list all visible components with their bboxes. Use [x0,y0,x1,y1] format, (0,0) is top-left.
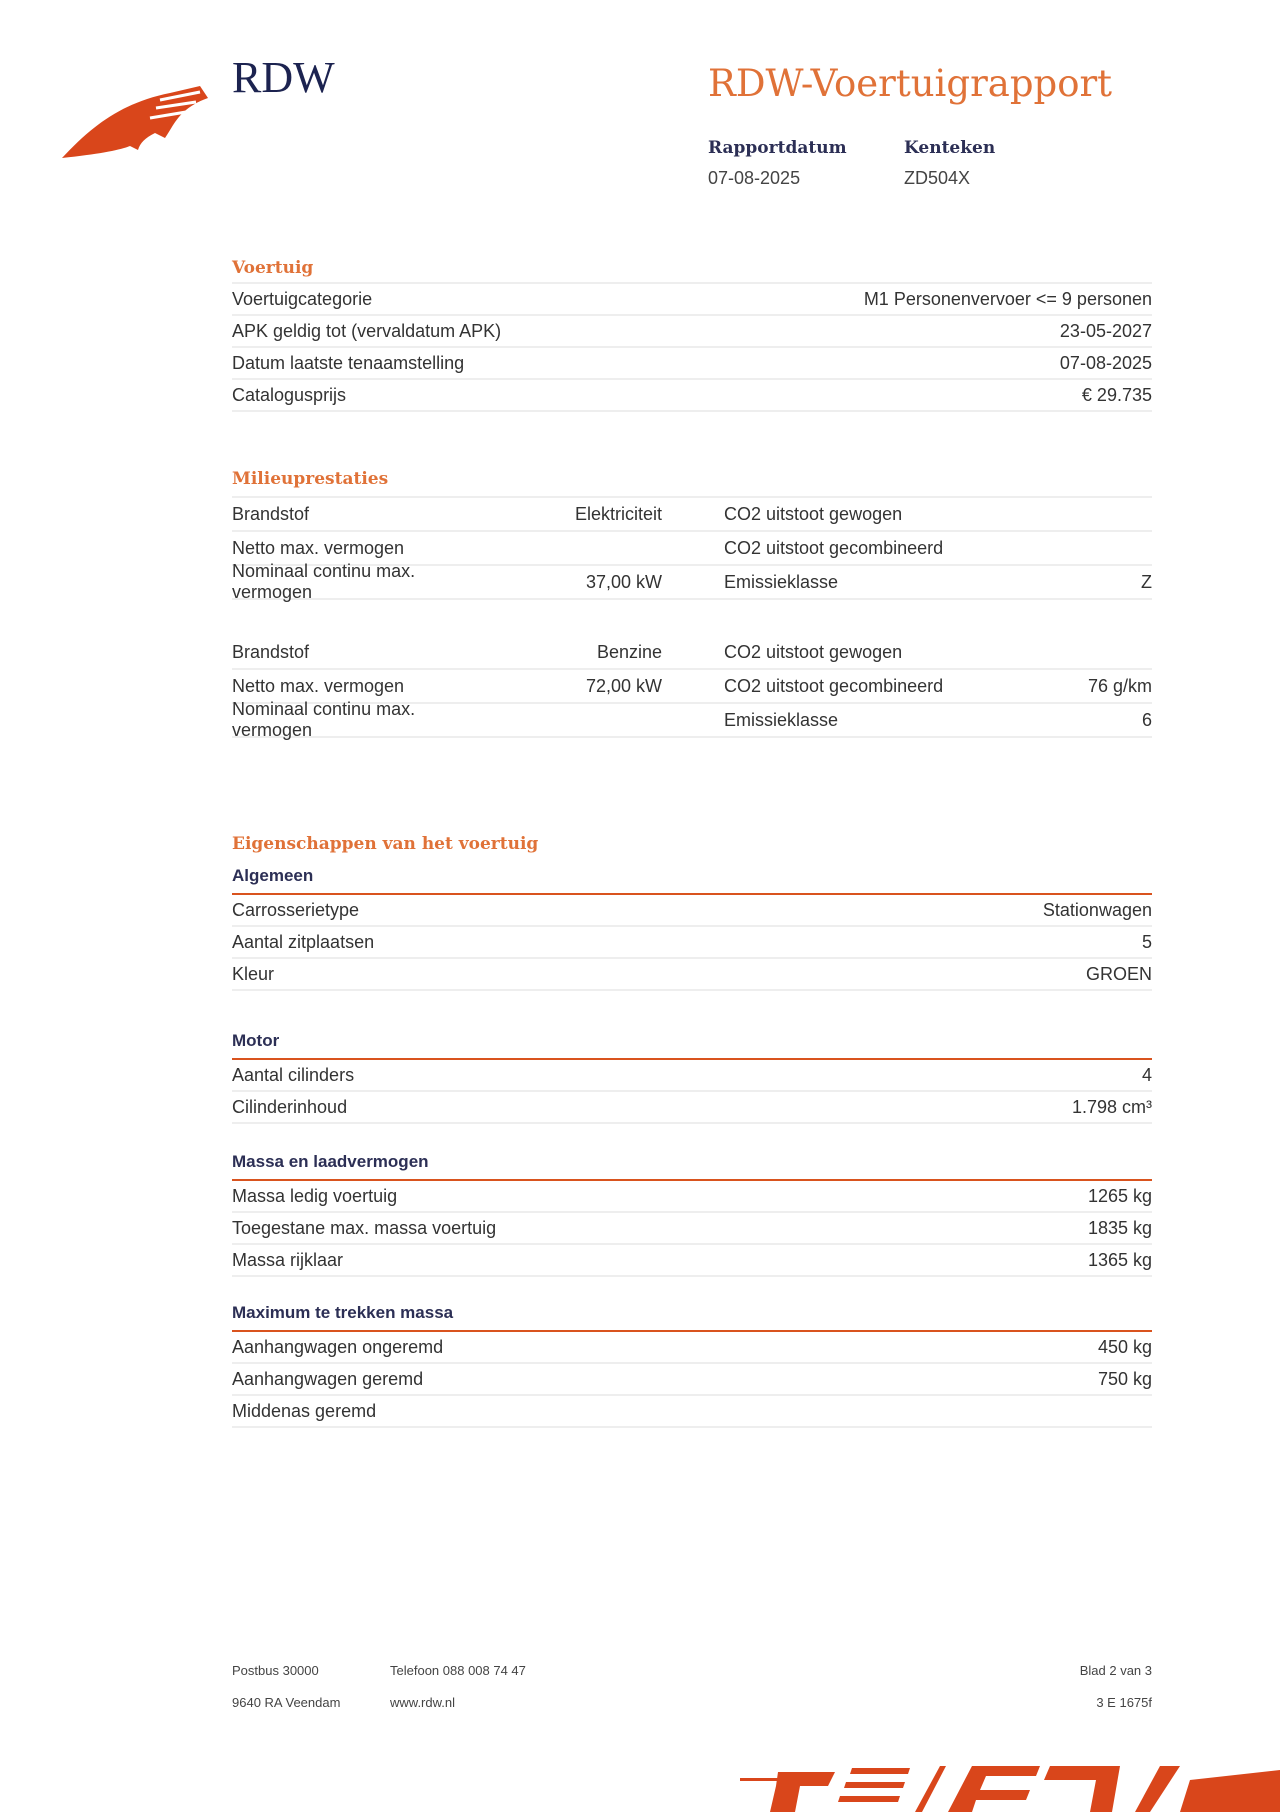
table-row: Massa rijklaar 1365 kg [232,1245,1152,1277]
footer-postbus: Postbus 30000 [232,1663,319,1678]
row-value: 07-08-2025 [1059,352,1152,373]
report-title: RDW-Voertuigrapport [708,62,1113,105]
row-value: 1365 kg [1087,1249,1152,1270]
row-value: 23-05-2027 [1059,320,1152,341]
table-row: Carrosserietype Stationwagen [232,895,1152,927]
table-row: Aantal zitplaatsen 5 [232,927,1152,959]
group-title: Maximum te trekken massa [232,1303,454,1322]
footer-website[interactable]: www.rdw.nl [390,1695,456,1710]
row-label: Brandstof [232,641,310,662]
table-row: Nominaal continu max. vermogen Emissiekla… [232,699,1152,740]
rdw-logo-icon [62,86,208,158]
table-row: Aanhangwagen geremd 750 kg [232,1364,1152,1396]
row-label: Nominaal continu max. vermogen [232,699,416,740]
row-label: Aanhangwagen ongeremd [232,1336,444,1357]
table-row: Middenas geremd [232,1396,1152,1428]
row-value: 72,00 kW [585,675,662,696]
row-label: Massa rijklaar [232,1249,344,1270]
row-label: Massa ledig voertuig [232,1185,398,1206]
footer-page-number: Blad 2 van 3 [1079,1663,1152,1678]
table-row: Netto max. vermogen 72,00 kW CO2 uitstoot … [232,670,1152,704]
row-value: 1835 kg [1087,1217,1152,1238]
voertuig-table: Voertuigcategorie M1 Personenvervoer <= 9… [232,282,1152,412]
table-row: Datum laatste tenaamstelling 07-08-2025 [232,348,1152,380]
row-value: Benzine [596,641,662,662]
row-label: Aanhangwagen geremd [232,1368,424,1389]
plate-label: Kenteken [904,138,996,158]
row-value: € 29.735 [1081,384,1152,405]
row-label: Aantal zitplaatsen [232,931,375,952]
group-title: Motor [232,1031,280,1050]
table-row: Catalogusprijs € 29.735 [232,380,1152,412]
row-label: Aantal cilinders [232,1064,355,1085]
row-label: APK geldig tot (vervaldatum APK) [232,320,502,341]
row-label: CO2 uitstoot gecombineerd [724,675,944,696]
table-row: Aanhangwagen ongeremd 450 kg [232,1332,1152,1364]
table-row: Nominaal continu max. vermogen 37,00 kW Em… [232,561,1152,602]
row-label: Toegestane max. massa voertuig [232,1217,497,1238]
table-row: Cilinderinhoud 1.798 cm³ [232,1092,1152,1124]
row-label: Nominaal continu max. vermogen [232,561,416,602]
table-row: Toegestane max. massa voertuig 1835 kg [232,1213,1152,1245]
row-value: 1.798 cm³ [1071,1096,1152,1117]
row-value: 6 [1141,709,1152,730]
row-label: Brandstof [232,503,310,524]
footer-address: 9640 RA Veendam [232,1695,341,1710]
table-row: Brandstof Benzine CO2 uitstoot gewogen [232,636,1152,670]
report-date-label: Rapportdatum [708,138,847,158]
group-table: Aanhangwagen ongeremd 450 kg Aanhangwagen … [232,1330,1152,1428]
group-title: Massa en laadvermogen [232,1152,429,1171]
row-value: 76 g/km [1087,675,1152,696]
row-label: Carrosserietype [232,899,360,920]
section-title-voertuig: Voertuig [232,258,314,278]
row-label: Datum laatste tenaamstelling [232,352,465,373]
row-label: CO2 uitstoot gecombineerd [724,537,944,558]
brand-name: RDW [232,53,335,102]
row-label: Cilinderinhoud [232,1096,348,1117]
footer-phone: Telefoon 088 008 74 47 [390,1663,526,1678]
section-title-milieu: Milieuprestaties [232,469,389,489]
row-label: CO2 uitstoot gewogen [724,503,903,524]
row-label: CO2 uitstoot gewogen [724,641,903,662]
row-value: 1265 kg [1087,1185,1152,1206]
row-value: Elektriciteit [574,503,662,524]
milieu-block-electric: Brandstof Elektriciteit CO2 uitstoot gewog… [232,496,1152,602]
row-label: Emissieklasse [724,571,839,592]
group-title: Algemeen [232,866,314,885]
group-table: Carrosserietype Stationwagen Aantal zitpla… [232,893,1152,991]
row-label: Netto max. vermogen [232,675,405,696]
row-value: GROEN [1085,963,1152,984]
table-row: Aantal cilinders 4 [232,1060,1152,1092]
milieu-block-petrol: Brandstof Benzine CO2 uitstoot gewogen Nett… [232,636,1152,740]
row-label: Catalogusprijs [232,384,347,405]
row-label: Middenas geremd [232,1400,377,1421]
group-table: Aantal cilinders 4 Cilinderinhoud 1.798 cm³ [232,1058,1152,1124]
row-value: 5 [1141,931,1152,952]
table-row: Netto max. vermogen CO2 uitstoot gecombin… [232,532,1152,566]
table-row: Brandstof Elektriciteit CO2 uitstoot gewog… [232,498,1152,532]
row-value: M1 Personenvervoer <= 9 personen [863,288,1152,309]
rdw-stripes-decoration-icon [740,1766,1280,1812]
row-label: Kleur [232,963,275,984]
table-row: APK geldig tot (vervaldatum APK) 23-05-20… [232,316,1152,348]
table-row: Kleur GROEN [232,959,1152,991]
table-row: Voertuigcategorie M1 Personenvervoer <= 9… [232,284,1152,316]
group-table: Massa ledig voertuig 1265 kg Toegestane ma… [232,1179,1152,1277]
row-label: Voertuigcategorie [232,288,373,309]
row-value: 37,00 kW [585,571,662,592]
row-value: 4 [1141,1064,1152,1085]
row-label: Emissieklasse [724,709,839,730]
row-value: Stationwagen [1042,899,1152,920]
footer-document-code: 3 E 1675f [1096,1695,1152,1710]
row-label: Netto max. vermogen [232,537,405,558]
report-date: 07-08-2025 [708,168,801,188]
row-value: Z [1141,571,1152,592]
plate-number: ZD504X [904,168,971,188]
row-value: 450 kg [1097,1336,1152,1357]
table-row: Massa ledig voertuig 1265 kg [232,1181,1152,1213]
row-value: 750 kg [1097,1368,1152,1389]
section-title-eigenschappen: Eigenschappen van het voertuig [232,834,539,854]
